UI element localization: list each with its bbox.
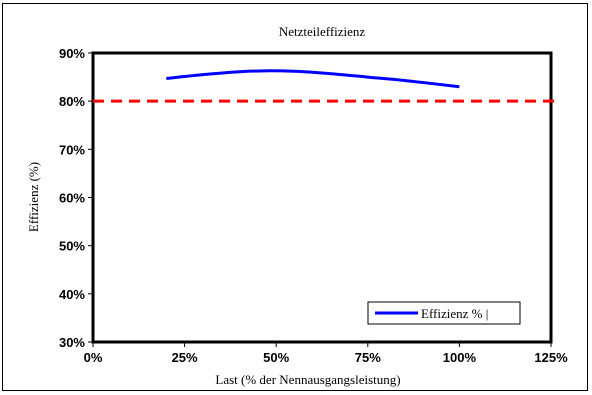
x-axis-title: Last (% der Nennausgangsleistung) — [215, 372, 400, 387]
y-tick-label: 80% — [59, 94, 85, 109]
chart-title: Netzteileffizienz — [279, 24, 366, 39]
chart-frame — [2, 3, 588, 391]
x-tick-label: 100% — [443, 350, 477, 365]
x-tick-labels: 0% 25% 50% 75% 100% 125% — [84, 342, 568, 365]
legend-label: Effizienz % | — [421, 306, 488, 321]
series-layer — [166, 69, 460, 89]
x-tick-label: 50% — [263, 350, 289, 365]
y-tick-label: 70% — [59, 142, 85, 157]
plot-area — [91, 51, 553, 344]
x-tick-label: 125% — [534, 350, 568, 365]
x-tick-label: 25% — [172, 350, 198, 365]
y-tick-label: 90% — [59, 46, 85, 61]
series-line-efficiency — [166, 69, 460, 89]
legend: Effizienz % | — [367, 301, 521, 325]
y-tick-label: 60% — [59, 191, 85, 206]
x-tick-label: 75% — [355, 350, 381, 365]
plot-border — [91, 51, 553, 344]
x-tick-label: 0% — [84, 350, 103, 365]
y-tick-label: 50% — [59, 239, 85, 254]
y-tick-label: 30% — [59, 335, 85, 350]
y-tick-label: 40% — [59, 287, 85, 302]
y-tick-labels: 30% 40% 50% 60% 70% 80% 90% — [59, 46, 93, 350]
legend-box — [367, 301, 521, 325]
y-axis-title: Effizienz (%) — [26, 162, 41, 232]
